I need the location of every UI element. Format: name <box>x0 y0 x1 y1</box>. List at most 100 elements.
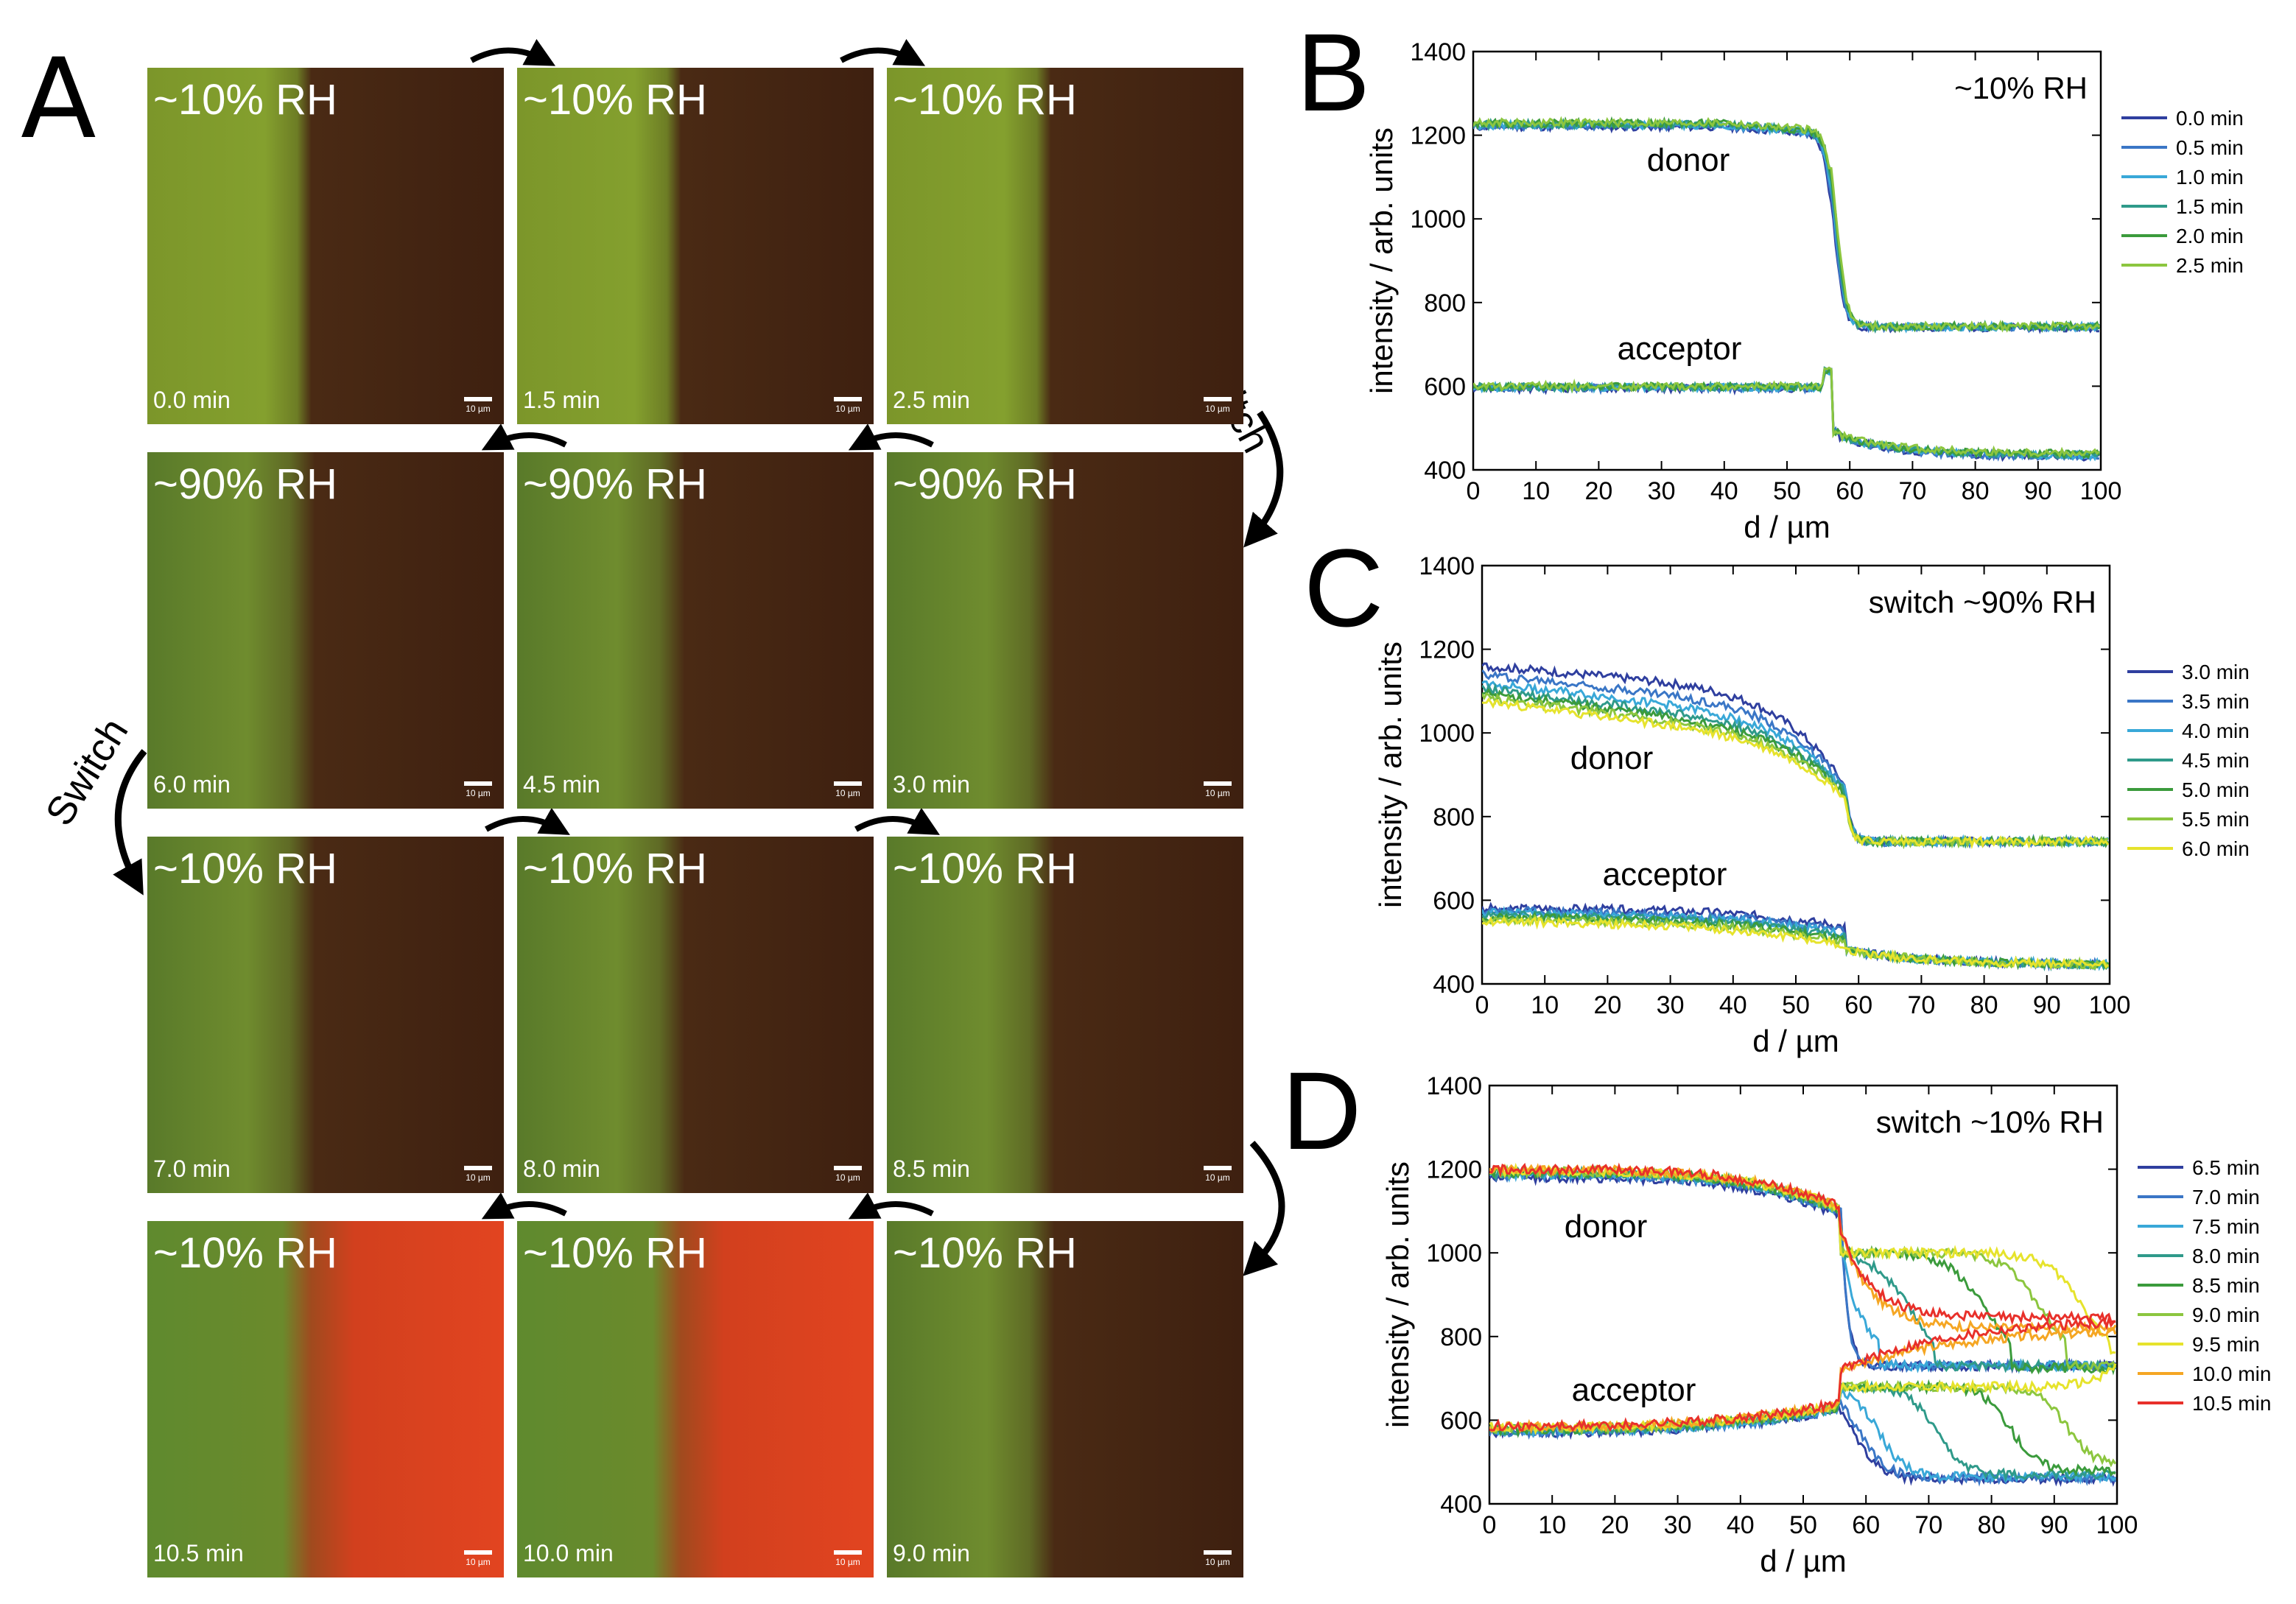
flow-arrow <box>1243 410 1284 548</box>
flow-arrow <box>481 423 567 451</box>
time-label: 3.0 min <box>893 771 970 798</box>
legend: 6.5 min 7.0 min 7.5 min 8.0 min 8.5 min 9.0 m… <box>2138 1156 2271 1415</box>
series-line-donor <box>1489 1162 2116 1326</box>
series-line-donor <box>1489 1164 2117 1376</box>
x-tick-label: 20 <box>1593 991 1621 1019</box>
micrograph-tile: ~10% RH 0.0 min 10 µm <box>147 68 504 424</box>
panel-letter-b: B <box>1296 10 1370 134</box>
scale-bar-label: 10 µm <box>466 404 491 414</box>
acceptor-label: acceptor <box>1603 856 1727 893</box>
humidity-label: ~10% RH <box>153 76 337 124</box>
panel-letter-d: D <box>1282 1049 1361 1172</box>
chart-annotation: switch ~10% RH <box>1876 1105 2104 1139</box>
scale-bar-label: 10 µm <box>835 1557 860 1567</box>
legend-entry: 9.0 min <box>2192 1304 2260 1326</box>
series-lines <box>1482 662 2110 972</box>
scale-bar: 10 µm <box>463 1166 494 1183</box>
x-tick-label: 80 <box>1978 1511 2006 1539</box>
humidity-label: ~90% RH <box>893 460 1077 508</box>
x-tick-label: 0 <box>1475 991 1489 1019</box>
series-line-acceptor <box>1473 366 2100 459</box>
y-tick-label: 1400 <box>1410 38 1466 66</box>
y-tick-label: 1000 <box>1410 205 1466 233</box>
time-label: 8.0 min <box>523 1155 600 1182</box>
time-label: 0.0 min <box>153 387 231 413</box>
y-tick-label: 1400 <box>1419 552 1475 580</box>
chart-c: C 0 10 20 30 40 50 60 70 80 90 100 400 600 800 1000 1200… <box>1304 526 2250 1058</box>
x-tick-label: 20 <box>1601 1511 1629 1539</box>
legend-entry: 2.5 min <box>2176 254 2244 277</box>
y-tick-label: 400 <box>1424 457 1466 485</box>
legend-entry: 1.0 min <box>2176 166 2244 189</box>
y-tick-label: 600 <box>1424 373 1466 401</box>
y-tick-label: 800 <box>1424 289 1466 317</box>
micrograph-tile: ~10% RH 8.5 min 10 µm <box>887 837 1243 1193</box>
series-line-acceptor <box>1473 367 2100 462</box>
scale-bar-label: 10 µm <box>466 1172 491 1183</box>
y-tick-label: 600 <box>1433 887 1475 915</box>
humidity-label: ~10% RH <box>523 1229 707 1277</box>
micrograph-tile: ~90% RH 3.0 min 10 µm <box>887 452 1243 809</box>
y-tick-label: 1400 <box>1426 1072 1482 1100</box>
scale-bar-label: 10 µm <box>466 1557 491 1567</box>
time-label: 2.5 min <box>893 387 970 413</box>
x-tick-label: 20 <box>1584 477 1612 505</box>
x-tick-label: 70 <box>1914 1511 1942 1539</box>
time-label: 9.0 min <box>893 1540 970 1566</box>
donor-label: donor <box>1565 1209 1648 1245</box>
scale-bar: 10 µm <box>1202 397 1233 414</box>
flow-arrow <box>481 1192 567 1220</box>
scale-bar: 10 µm <box>832 781 863 798</box>
series-line-donor <box>1482 697 2110 850</box>
donor-label: donor <box>1570 740 1654 776</box>
series-line-donor <box>1473 116 2101 333</box>
acceptor-label: acceptor <box>1618 331 1742 367</box>
x-tick-label: 80 <box>1962 477 1990 505</box>
y-tick-label: 1200 <box>1426 1156 1482 1184</box>
humidity-label: ~90% RH <box>153 460 337 508</box>
scale-bar-label: 10 µm <box>835 1172 860 1183</box>
y-tick-label: 1200 <box>1419 636 1475 664</box>
legend-entry: 4.5 min <box>2182 749 2250 772</box>
humidity-label: ~10% RH <box>153 1229 337 1277</box>
scale-bar: 10 µm <box>832 1550 863 1567</box>
x-tick-label: 0 <box>1467 477 1481 505</box>
scale-bar: 10 µm <box>1202 1166 1233 1183</box>
x-tick-label: 60 <box>1836 477 1864 505</box>
time-label: 4.5 min <box>523 771 600 798</box>
series-line-acceptor <box>1489 1315 2116 1432</box>
legend-entry: 10.5 min <box>2192 1392 2271 1415</box>
flow-arrow <box>848 1192 934 1220</box>
micrograph-tile: ~10% RH 10.0 min 10 µm <box>517 1221 874 1577</box>
x-tick-label: 50 <box>1773 477 1801 505</box>
chart-annotation: ~10% RH <box>1954 71 2088 105</box>
legend-entry: 5.5 min <box>2182 808 2250 831</box>
scale-bar: 10 µm <box>463 781 494 798</box>
scale-bar: 10 µm <box>463 397 494 414</box>
x-tick-label: 40 <box>1727 1511 1755 1539</box>
panel-letter-c: C <box>1304 526 1383 650</box>
micrograph-tile: ~10% RH 2.5 min 10 µm <box>887 68 1243 424</box>
series-line-donor <box>1473 116 2100 333</box>
panel-letter-a: A <box>21 35 96 163</box>
x-tick-label: 30 <box>1657 991 1685 1019</box>
legend-entry: 3.0 min <box>2182 661 2250 683</box>
micrograph-tile: ~10% RH 7.0 min 10 µm <box>147 837 504 1193</box>
micrograph-tile: ~10% RH 10.5 min 10 µm <box>147 1221 504 1577</box>
x-tick-label: 10 <box>1531 991 1559 1019</box>
legend-entry: 8.0 min <box>2192 1245 2260 1267</box>
flow-arrows <box>113 39 1285 1276</box>
flow-arrow <box>840 39 926 66</box>
scale-bar-label: 10 µm <box>1205 404 1230 414</box>
x-tick-label: 50 <box>1782 991 1810 1019</box>
scale-bar-label: 10 µm <box>466 788 491 798</box>
y-tick-label: 1000 <box>1426 1239 1482 1267</box>
y-tick-label: 1200 <box>1410 122 1466 150</box>
x-tick-label: 50 <box>1789 1511 1817 1539</box>
scale-bar: 10 µm <box>1202 781 1233 798</box>
flow-arrow <box>1243 1140 1285 1276</box>
series-line-donor <box>1473 118 2100 334</box>
time-label: 7.0 min <box>153 1155 231 1182</box>
scale-bar: 10 µm <box>832 397 863 414</box>
